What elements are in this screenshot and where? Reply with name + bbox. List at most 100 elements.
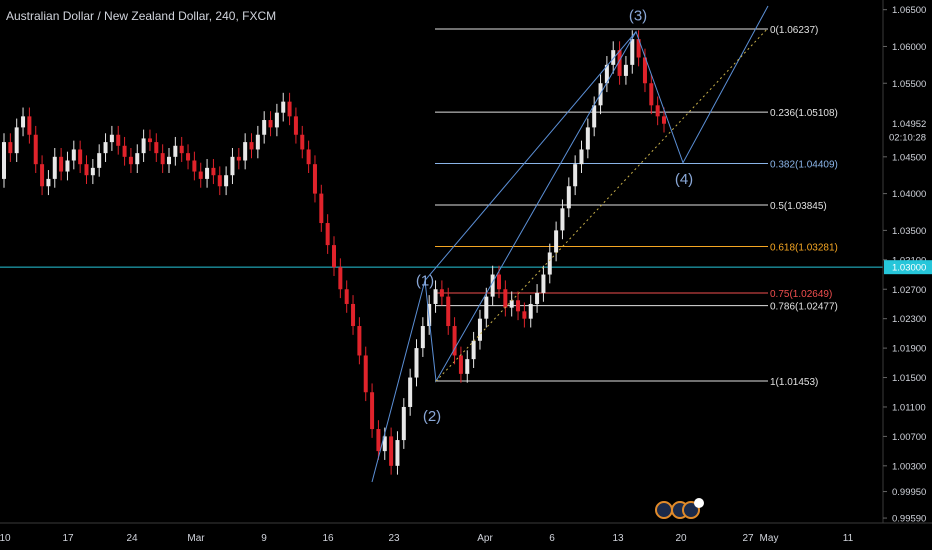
fib-level-label: 0.75(1.02649): [770, 289, 832, 300]
channel-line[interactable]: [435, 27, 769, 382]
candle-up: [2, 142, 6, 179]
price-tick-label: 1.02700: [892, 285, 926, 296]
fib-level-label: 0.786(1.02477): [770, 302, 838, 313]
price-axis[interactable]: 1.06500 1.06000 1.05500 1.04500 1.04000 1.035…: [883, 5, 932, 525]
candle-up: [585, 127, 590, 150]
candle-down: [160, 153, 165, 165]
candle-up: [281, 101, 286, 113]
fib-level-label: 0.618(1.03281): [770, 243, 838, 254]
candle-down: [642, 57, 647, 84]
candle-down: [293, 116, 298, 135]
candle-down: [154, 142, 159, 154]
wave-label: (1): [416, 272, 434, 289]
candle-up: [173, 145, 178, 157]
candle-down: [8, 142, 13, 154]
wave-path[interactable]: [371, 5, 769, 483]
fib-level-label: 0.5(1.03845): [770, 201, 827, 212]
candle-up: [433, 289, 438, 304]
candle-up: [230, 156, 235, 176]
candle-up: [167, 156, 171, 165]
candle-down: [78, 149, 83, 165]
candle-down: [357, 326, 362, 356]
candle-down: [33, 134, 38, 165]
candle-up: [103, 142, 108, 154]
candle-down: [370, 392, 375, 430]
candle-up: [490, 274, 495, 297]
candle-up: [611, 50, 616, 65]
price-tick-label: 1.00300: [892, 461, 926, 472]
candle-up: [90, 167, 95, 176]
time-tick-label: 6: [549, 533, 555, 544]
candle-down: [59, 156, 64, 172]
candle-up: [205, 167, 210, 179]
candle-down: [363, 355, 368, 393]
time-tick-label: 23: [388, 533, 400, 544]
candle-up: [255, 134, 260, 150]
time-tick-label: 11: [843, 533, 854, 544]
candle-up: [623, 64, 628, 76]
candle-up: [401, 406, 406, 441]
economic-events[interactable]: [655, 498, 704, 519]
candle-down: [497, 274, 501, 290]
candle-down: [446, 296, 451, 327]
candle-down: [662, 116, 666, 124]
marked-price-box[interactable]: [884, 260, 932, 275]
candle-down: [236, 156, 241, 161]
candle-down: [452, 326, 457, 356]
price-tick-label: 1.02300: [892, 314, 926, 325]
candle-down: [306, 149, 311, 165]
candle-down: [503, 289, 508, 308]
symbol-title: Australian Dollar / New Zealand Dollar, …: [6, 9, 277, 23]
candle-down: [300, 134, 305, 150]
time-tick-label: Apr: [477, 533, 493, 544]
candle-up: [528, 303, 533, 319]
price-tick-label: 0.99590: [892, 514, 926, 525]
candle-down: [458, 355, 463, 374]
candle-down: [655, 105, 660, 117]
candle-down: [217, 175, 222, 187]
candle-up: [46, 178, 51, 187]
marked-price-label: 1.03000: [892, 263, 926, 274]
candle-down: [147, 138, 152, 143]
candle-down: [319, 193, 324, 224]
candle-down: [268, 120, 273, 128]
candle-down: [439, 289, 444, 297]
candle-up: [382, 436, 387, 452]
candle-down: [116, 134, 121, 146]
candle-down: [338, 267, 343, 290]
candle-down: [122, 145, 127, 157]
fib-level-label: 0(1.06237): [770, 25, 818, 36]
candle-up: [579, 149, 584, 165]
candle-down: [516, 300, 521, 312]
wave-label: (3): [629, 8, 647, 25]
elliott-wave-lines[interactable]: [371, 5, 769, 483]
candle-down: [40, 164, 45, 187]
time-tick-label: 24: [126, 533, 138, 544]
candle-down: [249, 142, 254, 150]
candle-up: [274, 112, 279, 128]
wave-labels: (1)(2)(3)(4)(5): [416, 8, 693, 425]
wave-label: (2): [423, 408, 441, 425]
candle-up: [541, 274, 546, 293]
channel-line[interactable]: [424, 31, 637, 281]
price-tick-label: 1.04500: [892, 152, 926, 163]
price-tick-label: 1.03500: [892, 226, 926, 237]
candle-up: [554, 230, 559, 253]
price-tick-label: 0.99950: [892, 487, 926, 498]
candle-down: [84, 164, 89, 176]
candle-down: [287, 101, 292, 117]
candle-up: [535, 292, 540, 304]
event-count-badge: [694, 498, 704, 508]
event-flag-icon[interactable]: [655, 501, 673, 519]
candle-down: [128, 156, 133, 165]
candle-up: [592, 105, 597, 128]
time-tick-label: 17: [62, 533, 74, 544]
time-axis[interactable]: 10 17 24 Mar 9 16 23 Apr 6 13 20 27 May 11: [0, 533, 854, 544]
candle-up: [604, 64, 609, 84]
candles: [2, 30, 666, 475]
candle-up: [477, 318, 482, 341]
candle-up: [135, 153, 140, 165]
price-tick-label: 1.05500: [892, 79, 926, 90]
candle-down: [389, 436, 394, 466]
